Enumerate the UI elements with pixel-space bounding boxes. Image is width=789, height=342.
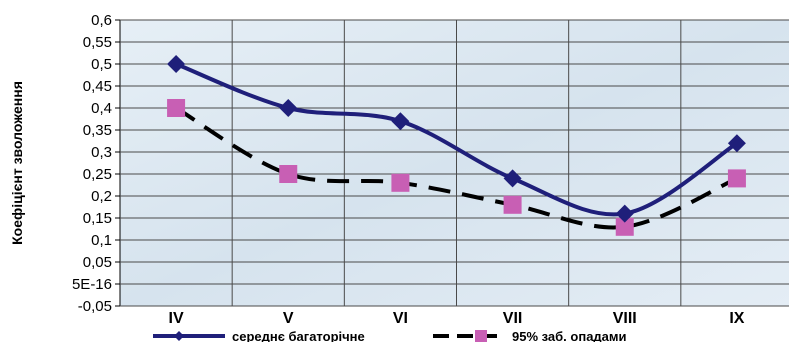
y-tick-label: 0,05 bbox=[83, 254, 112, 271]
x-tick-label: V bbox=[283, 310, 294, 327]
x-axis-ticks: IV V VI VII VIII IX bbox=[169, 310, 745, 327]
y-tick-label: 5E-16 bbox=[72, 276, 112, 293]
y-axis-ticks: -0,05 5E-16 0,05 0,1 0,15 0,2 0,25 0,3 0,35 0,4 0,… bbox=[72, 12, 120, 315]
legend-label: 95% заб. опадами bbox=[512, 329, 627, 342]
y-axis-label: Коефіцієнт зволоження bbox=[9, 81, 25, 245]
data-point-series-1 bbox=[727, 134, 746, 153]
y-tick-label: 0,35 bbox=[83, 122, 112, 139]
series-line-1 bbox=[175, 62, 738, 217]
data-point-series-2 bbox=[727, 169, 746, 188]
series-layer bbox=[167, 55, 746, 236]
data-point-series-2 bbox=[391, 173, 410, 192]
y-tick-label: 0,6 bbox=[91, 12, 112, 29]
data-point-series-2 bbox=[615, 217, 634, 236]
x-tick-label: VIII bbox=[613, 310, 637, 327]
series-line-2 bbox=[175, 106, 738, 230]
y-tick-label: 0,2 bbox=[91, 188, 112, 205]
data-point-series-1 bbox=[615, 204, 634, 223]
y-tick-label: 0,15 bbox=[83, 210, 112, 227]
data-point-series-1 bbox=[279, 99, 298, 117]
x-tick-label: IX bbox=[729, 310, 744, 327]
legend-swatch-marker bbox=[174, 331, 184, 341]
legend-item-1: середнє багаторічне bbox=[153, 329, 365, 342]
y-tick-label: -0,05 bbox=[78, 298, 112, 315]
legend: середнє багаторічне 95% заб. опадами bbox=[153, 329, 627, 342]
legend-label: середнє багаторічне bbox=[232, 329, 365, 342]
data-point-series-2 bbox=[503, 195, 522, 214]
data-point-series-1 bbox=[391, 112, 410, 131]
y-tick-label: 0,3 bbox=[91, 144, 112, 161]
data-point-series-1 bbox=[503, 169, 522, 188]
x-tick-label: VI bbox=[393, 310, 408, 327]
y-tick-label: 0,55 bbox=[83, 34, 112, 51]
x-tick-label: VII bbox=[503, 310, 523, 327]
y-tick-label: 0,45 bbox=[83, 78, 112, 95]
y-tick-label: 0,1 bbox=[91, 232, 112, 249]
legend-swatch-marker bbox=[475, 330, 487, 342]
plot-area bbox=[119, 19, 789, 307]
data-point-series-2 bbox=[279, 165, 298, 183]
legend-item-2: 95% заб. опадами bbox=[433, 329, 627, 342]
data-point-series-1 bbox=[167, 55, 186, 73]
y-tick-label: 0,5 bbox=[91, 56, 112, 73]
x-tick-label: IV bbox=[169, 310, 184, 327]
y-tick-label: 0,25 bbox=[83, 166, 112, 183]
y-tick-label: 0,4 bbox=[91, 100, 112, 117]
data-point-series-2 bbox=[167, 99, 186, 117]
